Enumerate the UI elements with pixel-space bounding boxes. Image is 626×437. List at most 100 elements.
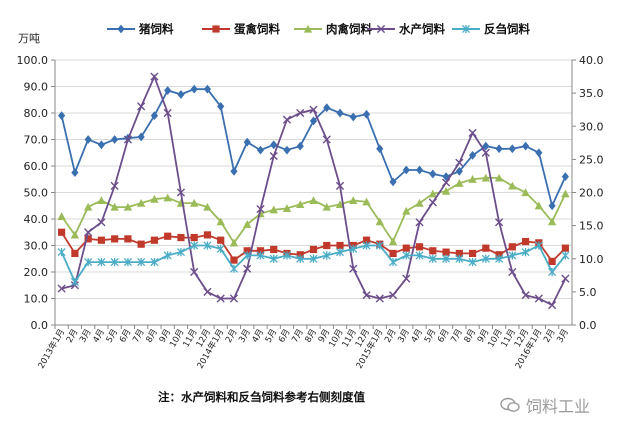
legend-item: 猪饲料: [107, 22, 174, 36]
data-point: [548, 201, 556, 211]
right-axis-ticks: 0.0 5.0 10.0 15.0 20.0 25.0 30.0 35.0 40.0: [572, 54, 604, 332]
data-point: [58, 228, 66, 236]
x-tick-label: 6月: [118, 328, 134, 345]
data-point: [283, 145, 291, 155]
data-point: [282, 204, 292, 212]
x-tick-label: 3月: [396, 328, 412, 345]
data-point: [429, 169, 437, 179]
data-point: [190, 267, 199, 277]
x-tick-label: 3月: [237, 328, 253, 345]
data-point: [83, 202, 93, 211]
data-point: [163, 193, 172, 202]
left-tick-label: 50.0: [24, 187, 49, 200]
left-axis-ticks: 0.0 10.0 20.0 30.0 40.0 50.0 60.0 70.0 80.0 90.0 1…: [17, 54, 55, 332]
data-point: [402, 244, 410, 252]
data-point: [97, 140, 105, 150]
right-tick-label: 10.0: [579, 253, 604, 266]
data-point: [137, 240, 145, 248]
watermark: 饲料工业: [500, 393, 590, 417]
data-point: [190, 84, 198, 94]
x-tick-label: 8月: [303, 328, 319, 345]
data-point: [415, 251, 424, 260]
x-tick-label: 4月: [250, 328, 266, 345]
data-point: [389, 249, 397, 258]
data-point: [217, 101, 225, 111]
data-point: [97, 218, 106, 227]
data-point: [376, 24, 386, 34]
data-point: [402, 165, 410, 175]
data-point: [84, 235, 92, 243]
data-point: [468, 175, 477, 183]
data-point: [494, 173, 504, 182]
data-point: [309, 254, 318, 263]
x-tick-label: 5月: [423, 328, 439, 345]
data-point: [402, 251, 411, 260]
data-point: [375, 241, 384, 250]
data-point: [309, 116, 318, 126]
series-5: [57, 241, 570, 287]
data-point: [111, 235, 119, 243]
data-point: [455, 158, 464, 167]
data-point: [402, 206, 411, 215]
x-tick-label: 2月: [542, 328, 558, 345]
data-point: [322, 135, 331, 144]
data-point: [97, 196, 106, 205]
data-point: [349, 112, 357, 122]
data-point: [110, 202, 119, 211]
data-point: [336, 241, 344, 250]
data-point: [84, 228, 93, 237]
data-point: [508, 267, 517, 277]
data-point: [322, 202, 331, 211]
data-point: [243, 137, 251, 147]
data-point: [481, 254, 490, 263]
x-tick-label: 2月: [65, 328, 81, 345]
data-point: [243, 264, 252, 273]
series-3: [57, 173, 570, 247]
data-point: [428, 254, 437, 263]
data-point: [442, 248, 450, 256]
data-point: [282, 251, 292, 260]
data-point: [376, 144, 384, 154]
data-point: [362, 197, 371, 206]
data-point: [375, 217, 384, 226]
left-tick-label: 60.0: [24, 160, 49, 173]
data-point: [269, 151, 278, 161]
data-point: [163, 251, 172, 260]
x-tick-label: 8月: [144, 328, 160, 345]
left-tick-label: 20.0: [24, 266, 49, 279]
data-point: [164, 86, 172, 95]
data-point: [203, 84, 212, 94]
x-tick-label: 4月: [410, 328, 426, 345]
series-4: [57, 72, 570, 310]
chart-note: 注：水产饲料和反刍饲料参考右侧刻度值: [158, 390, 365, 404]
data-point: [561, 251, 570, 260]
x-tick-label: 6月: [277, 328, 293, 345]
data-point: [123, 202, 133, 211]
data-point: [203, 241, 212, 250]
data-point: [561, 244, 569, 252]
data-point: [495, 254, 504, 263]
data-point: [230, 256, 238, 264]
data-point: [176, 188, 186, 197]
data-point: [522, 141, 530, 151]
right-tick-label: 35.0: [579, 87, 604, 100]
data-point: [548, 301, 557, 310]
data-point: [428, 189, 438, 198]
data-point: [309, 196, 318, 205]
series-line: [60, 88, 567, 209]
data-point: [362, 236, 371, 244]
x-tick-label: 7月: [449, 328, 465, 345]
data-point: [349, 244, 358, 253]
left-tick-label: 10.0: [24, 293, 49, 306]
x-tick-label: 3月: [555, 328, 571, 345]
data-point: [389, 177, 397, 187]
data-point: [415, 243, 424, 251]
data-point: [203, 202, 212, 211]
right-tick-label: 20.0: [579, 187, 604, 200]
x-tick-label: 2013年1月: [36, 327, 68, 371]
data-point: [58, 111, 66, 121]
data-point: [216, 217, 225, 226]
legend-label: 反刍饲料: [484, 22, 530, 36]
data-point: [243, 220, 252, 228]
